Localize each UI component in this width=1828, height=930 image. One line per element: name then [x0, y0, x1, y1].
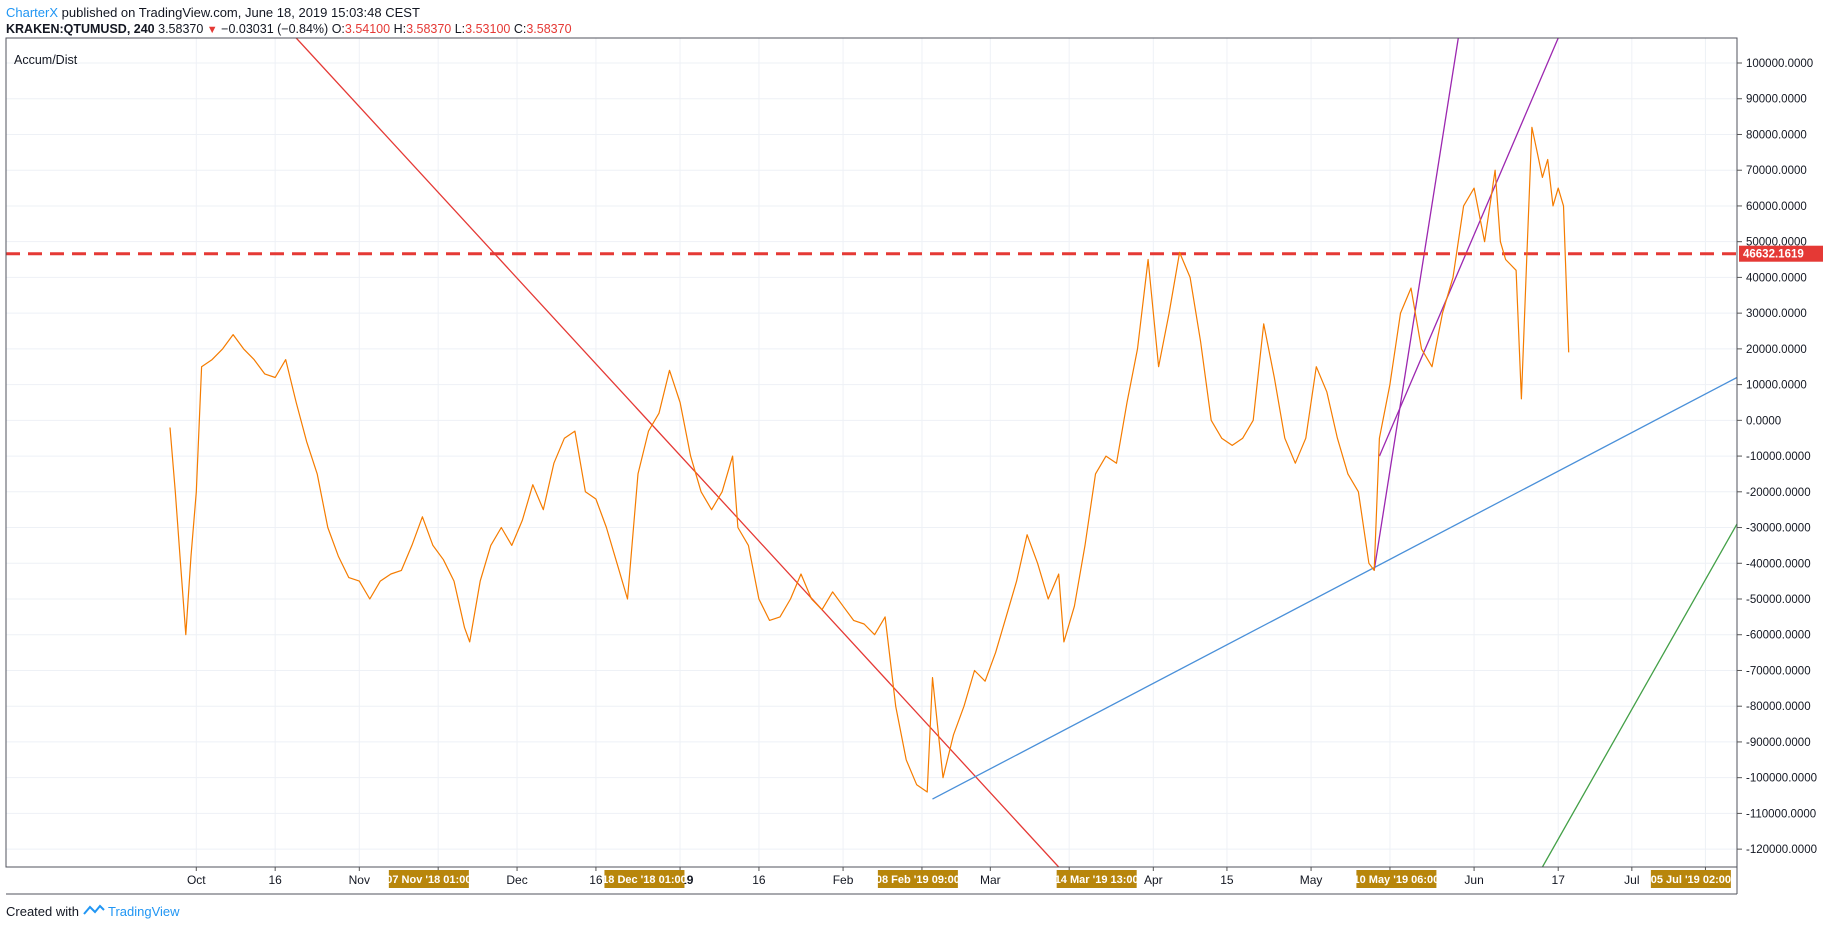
date-tag: [1056, 870, 1137, 888]
low-label: L:: [454, 22, 466, 36]
y-tick-label: 60000.0000: [1746, 201, 1807, 213]
x-tick-label: 16: [752, 873, 766, 887]
trendline: [1541, 523, 1737, 867]
y-tick-label: 100000.0000: [1746, 58, 1813, 70]
x-tick-label: Dec: [506, 873, 527, 887]
date-tag-label: 14 Mar '19 13:00: [1055, 874, 1139, 886]
y-tick-label: -70000.0000: [1746, 665, 1811, 677]
y-tick-label: 70000.0000: [1746, 165, 1807, 177]
date-tag: [388, 870, 469, 888]
y-tick-label: -60000.0000: [1746, 630, 1811, 642]
low-value: 3.53100: [465, 22, 511, 36]
trendlines: [6, 38, 1737, 867]
symbol-line: KRAKEN:QTUMUSD, 240 3.58370 ▼ −0.03031 (…: [6, 21, 572, 39]
trendline: [1373, 38, 1459, 571]
symbol-label: KRAKEN:QTUMUSD, 240: [6, 22, 155, 36]
date-tag: [877, 870, 958, 888]
date-tag: [1650, 870, 1731, 888]
date-tag-label: 08 Feb '19 09:00: [876, 874, 960, 886]
x-tick-label: 16: [589, 873, 603, 887]
high-value: 3.58370: [406, 22, 452, 36]
y-tick-label: 30000.0000: [1746, 308, 1807, 320]
date-tag-label: 05 Jul '19 02:00: [1651, 874, 1731, 886]
y-tick-label: -20000.0000: [1746, 487, 1811, 499]
time-axis[interactable]: Oct16Nov16Dec16201916Feb16Mar16Apr15May1…: [187, 867, 1731, 888]
y-tick-label: -120000.0000: [1746, 844, 1817, 856]
level-price-tag: [1739, 245, 1823, 262]
x-tick-label: Feb: [833, 873, 854, 887]
price-change: −0.03031 (−0.84%): [221, 22, 329, 36]
date-tag-label: 07 Nov '18 01:00: [386, 874, 471, 886]
x-tick-label: 17: [1552, 873, 1566, 887]
footer: Created with TradingView: [6, 904, 180, 919]
y-tick-label: -40000.0000: [1746, 558, 1811, 570]
y-tick-label: -90000.0000: [1746, 737, 1811, 749]
y-tick-label: -110000.0000: [1746, 808, 1816, 820]
date-tag-label: 10 May '19 06:00: [1353, 874, 1439, 886]
close-value: 3.58370: [526, 22, 572, 36]
y-tick-label: -80000.0000: [1746, 701, 1811, 713]
y-tick-label: 40000.0000: [1746, 272, 1807, 284]
tradingview-logo-icon: [82, 904, 108, 919]
y-tick-label: 10000.0000: [1746, 380, 1807, 392]
tradingview-brand[interactable]: TradingView: [108, 904, 180, 919]
y-tick-label: -100000.0000: [1746, 773, 1817, 785]
published-text: published on TradingView.com, June 18, 2…: [61, 5, 420, 20]
down-arrow-icon: ▼: [206, 24, 218, 36]
y-tick-label: -50000.0000: [1746, 594, 1811, 606]
series-layer: [169, 126, 1570, 793]
chart-frame: [5, 37, 1738, 895]
trendline: [1378, 38, 1559, 457]
x-tick-label: Jul: [1624, 873, 1639, 887]
level-price-label: 46632.1619: [1743, 249, 1804, 261]
plot-border: [5, 37, 1738, 868]
x-tick-label: Apr: [1144, 873, 1163, 887]
trendline: [295, 38, 1060, 867]
x-tick-label: 15: [1220, 873, 1234, 887]
price-axis[interactable]: 100000.0000 90000.0000 80000.0000 70000.000…: [1737, 58, 1823, 856]
created-with-text: Created with: [6, 904, 79, 919]
accum-dist-line: [169, 126, 1570, 793]
date-tag: [1356, 870, 1437, 888]
date-tag-label: 18 Dec '18 01:00: [602, 874, 687, 886]
date-tag: [604, 870, 685, 888]
y-tick-label: 20000.0000: [1746, 344, 1807, 356]
high-label: H:: [393, 22, 407, 36]
open-value: 3.54100: [344, 22, 391, 36]
y-tick-label: 90000.0000: [1746, 94, 1807, 106]
y-tick-label: -10000.0000: [1746, 451, 1811, 463]
last-price: 3.58370: [158, 22, 204, 36]
x-tick-label: 16: [268, 873, 282, 887]
open-label: O:: [331, 22, 345, 36]
y-tick-label: -30000.0000: [1746, 523, 1811, 535]
chart-header: CharterX published on TradingView.com, J…: [6, 4, 572, 39]
x-tick-label: May: [1300, 873, 1323, 887]
x-tick-label: Jun: [1464, 873, 1483, 887]
trendline: [932, 376, 1737, 800]
grid: [6, 38, 1737, 867]
x-tick-label: Nov: [349, 873, 370, 887]
author-link[interactable]: CharterX: [6, 5, 59, 20]
y-tick-label: 80000.0000: [1746, 129, 1807, 141]
x-tick-label: Oct: [187, 873, 206, 887]
y-tick-label: 0.0000: [1746, 415, 1781, 427]
x-tick-label: Mar: [980, 873, 1001, 887]
indicator-title: Accum/Dist: [14, 53, 78, 67]
close-label: C:: [513, 22, 527, 36]
y-tick-label: 50000.0000: [1746, 237, 1807, 249]
publish-line: CharterX published on TradingView.com, J…: [6, 4, 572, 21]
